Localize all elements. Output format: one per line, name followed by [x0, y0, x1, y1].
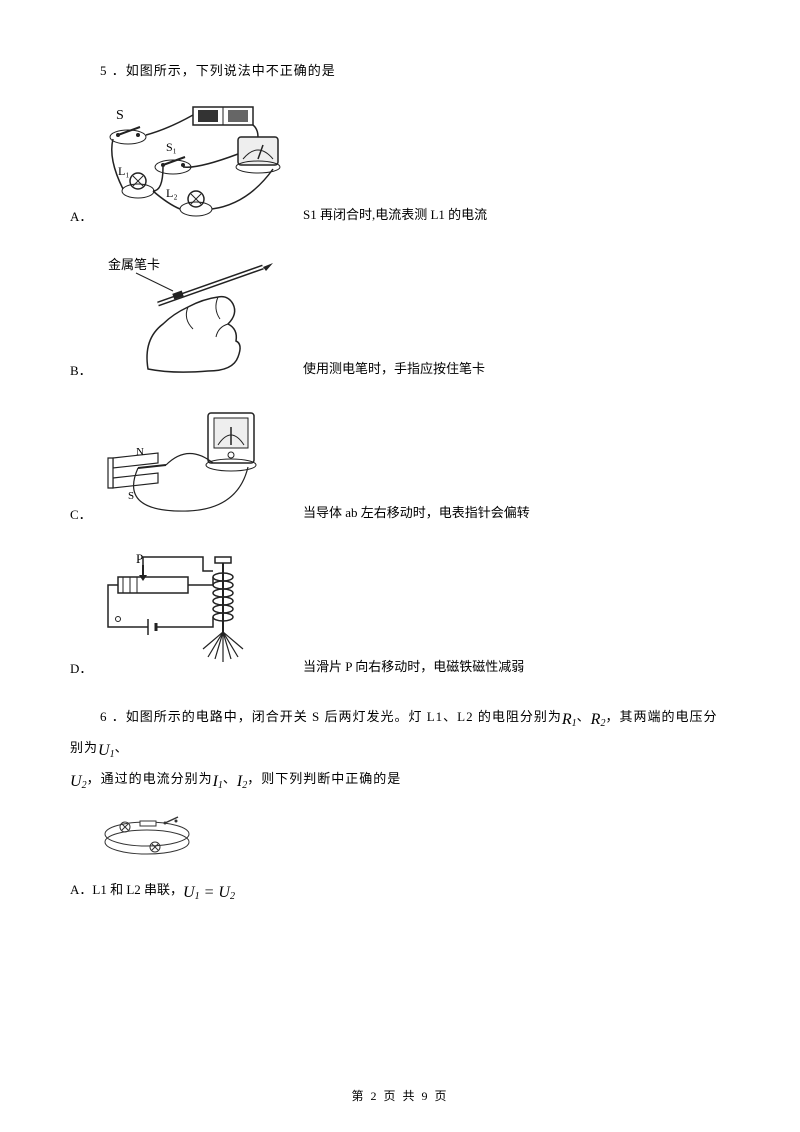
option-a-row: A． S S₁ L₁ [70, 99, 730, 225]
q6-opta-prefix: A．L1 和 L2 串联， [70, 882, 183, 897]
svg-text:S: S [128, 490, 134, 502]
svg-text:N: N [136, 446, 144, 458]
svg-text:L₂: L₂ [166, 186, 178, 200]
option-c-letter: C． [70, 504, 88, 523]
question-5-header: 5 ．如图所示，下列说法中不正确的是 [100, 60, 730, 79]
formula-r1: R1 [562, 711, 577, 728]
q6-line1a: 6 ．如图所示的电路中，闭合开关 S 后两灯发光。灯 L1、L2 的电阻分别为 [100, 709, 562, 724]
svg-text:S₁: S₁ [166, 140, 177, 154]
formula-u1: U1 [98, 742, 115, 759]
figure-d: P [88, 547, 303, 677]
page-footer: 第 2 页 共 9 页 [0, 1087, 800, 1104]
option-a-letter: A． [70, 206, 88, 225]
q6-circuit-figure [100, 807, 730, 861]
option-c-row: C． N S 当导体 ab 左右移动时，电表指针会偏转 [70, 403, 730, 523]
option-b-letter: B． [70, 360, 88, 379]
q6-sep2: 、 [115, 740, 129, 755]
option-d-row: D． P [70, 547, 730, 677]
q6-line2a: ，通过的电流分别为 [87, 771, 213, 786]
svg-text:S: S [116, 108, 124, 123]
option-d-text: 当滑片 P 向右移动时，电磁铁磁性减弱 [303, 656, 524, 677]
option-b-text: 使用测电笔时，手指应按住笔卡 [303, 358, 485, 379]
q6-line2c: ，则下列判断中正确的是 [247, 771, 401, 786]
svg-text:P: P [136, 551, 143, 566]
formula-i2: I2 [237, 773, 247, 790]
q6-option-a: A．L1 和 L2 串联，U1 = U2 [70, 879, 730, 902]
q6-sep3: 、 [223, 771, 237, 786]
option-a-text: S1 再闭合时,电流表测 L1 的电流 [303, 204, 487, 225]
formula-u2: U2 [70, 773, 87, 790]
q6-sep1: 、 [577, 709, 591, 724]
option-d-letter: D． [70, 658, 88, 677]
figure-a: S S₁ L₁ L₂ [88, 99, 303, 225]
figure-b: 金属笔卡 [88, 249, 303, 379]
svg-text:L₁: L₁ [118, 164, 130, 178]
figure-c: N S [88, 403, 303, 523]
fig-b-label: 金属笔卡 [108, 257, 160, 272]
option-c-text: 当导体 ab 左右移动时，电表指针会偏转 [303, 502, 530, 523]
formula-eq: U1 = U2 [183, 884, 235, 901]
option-b-row: B． 金属笔卡 使用测电笔时，手指应按住笔卡 [70, 249, 730, 379]
formula-r2: R2 [591, 711, 606, 728]
formula-i1: I1 [213, 773, 223, 790]
question-6-block: 6 ．如图所示的电路中，闭合开关 S 后两灯发光。灯 L1、L2 的电阻分别为R… [70, 701, 730, 795]
